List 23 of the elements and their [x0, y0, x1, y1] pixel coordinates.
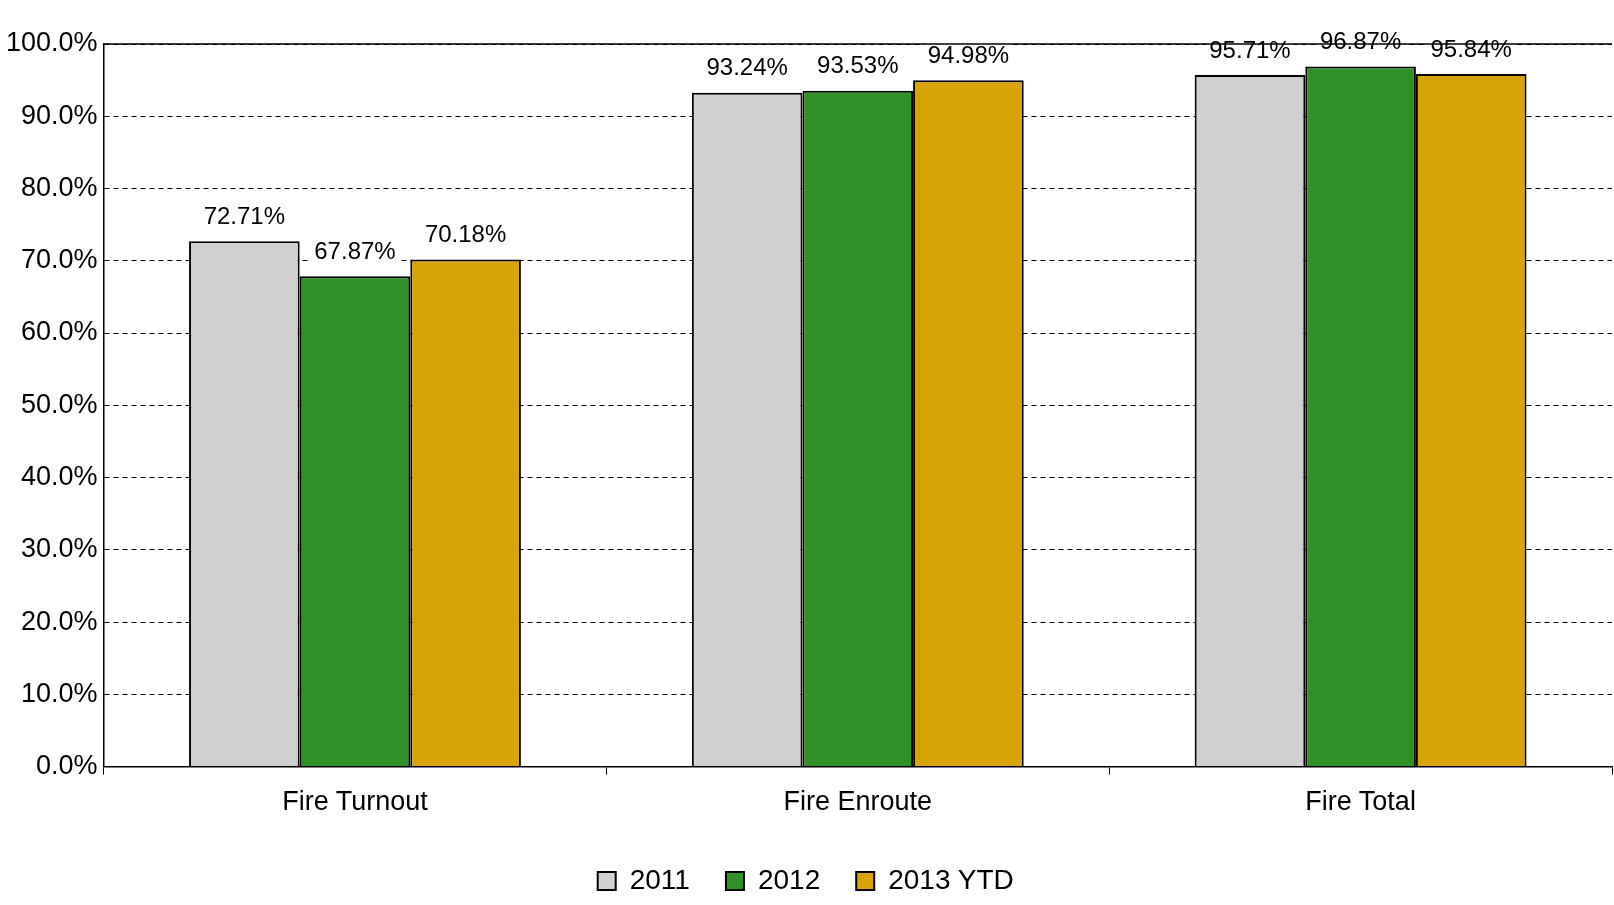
data-label: 72.71%	[203, 201, 286, 229]
y-tick-label: 60.0%	[21, 316, 98, 347]
x-tick-label: Fire Turnout	[282, 786, 429, 817]
data-label: 93.24%	[706, 53, 788, 81]
y-tick-label: 50.0%	[21, 388, 98, 419]
data-label: 93.53%	[817, 51, 899, 79]
y-tick-label: 30.0%	[21, 533, 98, 564]
y-tick-label: 90.0%	[21, 99, 98, 130]
y-tick-label: 40.0%	[21, 461, 98, 492]
data-label: 94.98%	[927, 40, 1010, 68]
y-tick-label: 80.0%	[21, 171, 98, 202]
x-tick-label: Fire Total	[1305, 786, 1416, 817]
x-tick-label: Fire Enroute	[783, 786, 933, 817]
legend-label: 2011	[629, 863, 690, 895]
y-tick-label: 70.0%	[21, 244, 98, 275]
y-tick-label: 10.0%	[21, 677, 98, 708]
data-label: 70.18%	[424, 220, 507, 248]
data-label: 67.87%	[314, 236, 396, 264]
y-tick-label: 100.0%	[6, 27, 98, 58]
legend-label: 2013 YTD	[888, 863, 1014, 895]
y-tick-label: 0.0%	[36, 750, 98, 781]
y-tick-label: 20.0%	[21, 605, 98, 636]
legend-label: 2012	[757, 863, 821, 895]
